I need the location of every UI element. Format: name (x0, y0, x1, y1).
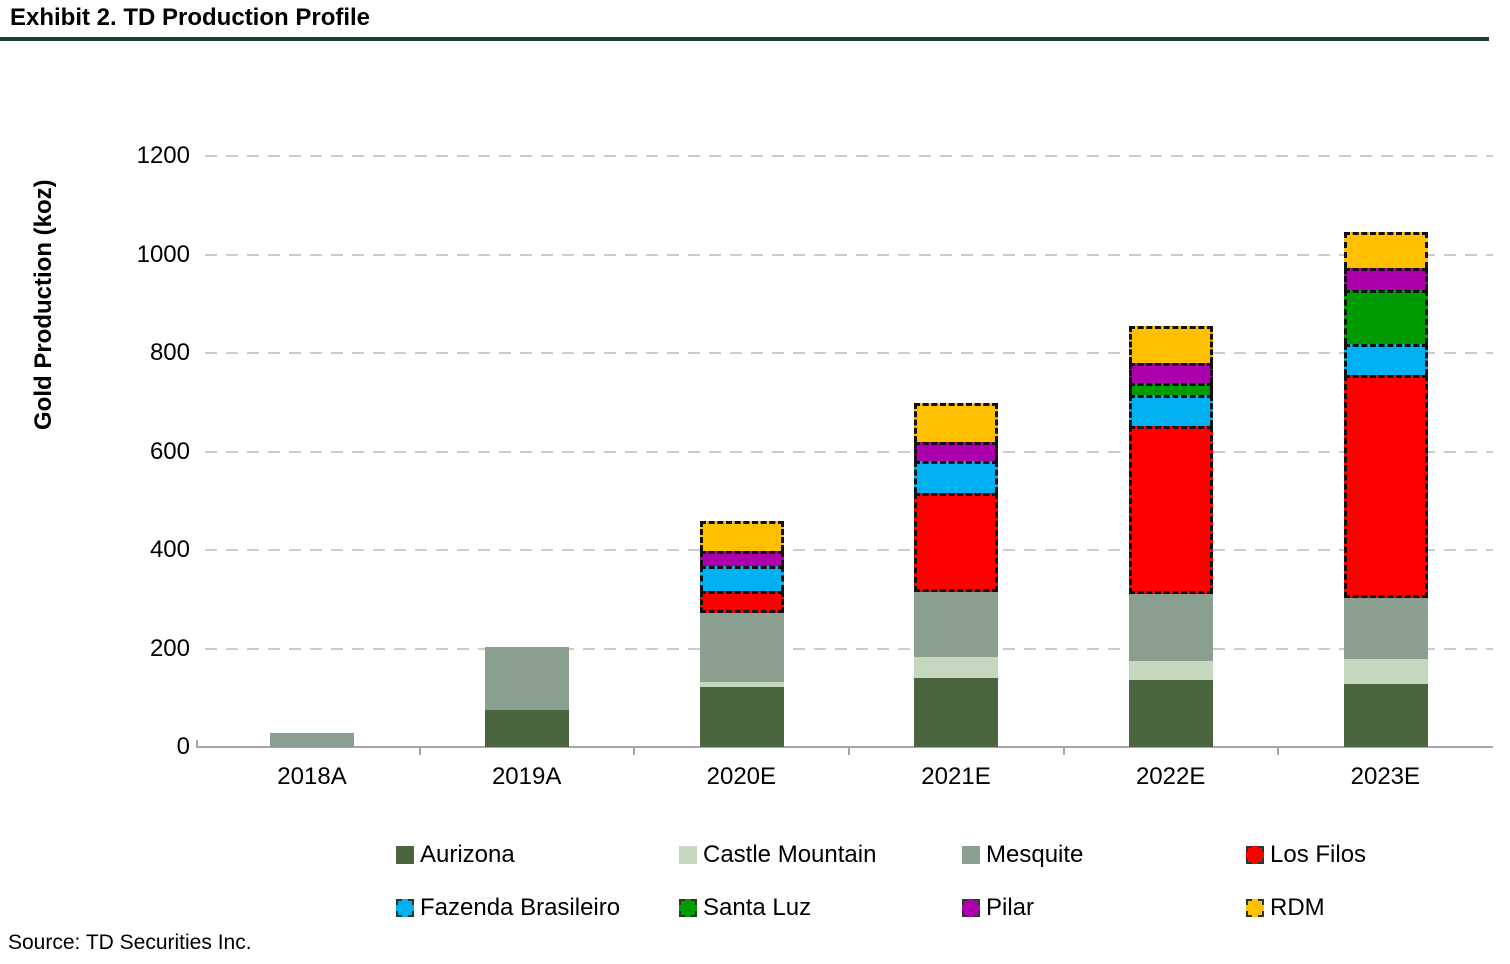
segment-2022E-santa-luz (1129, 382, 1213, 395)
legend-item-pilar: Pilar (962, 894, 1246, 922)
segment-2022E-los-filos (1129, 426, 1213, 594)
x-axis-tick (418, 747, 421, 755)
segment-2020E-fazenda-brasileiro (699, 565, 784, 592)
x-category-label-2019A: 2019A (491, 763, 562, 790)
x-category-label-2021E: 2021E (921, 763, 991, 790)
legend-swatch-aurizona (396, 846, 414, 864)
y-tick-label-600: 600 (149, 437, 190, 465)
legend-swatch-los-filos (1246, 846, 1264, 864)
legend-label-castle-mountain: Castle Mountain (703, 841, 877, 868)
legend-label-aurizona: Aurizona (420, 841, 515, 868)
gridline-200 (205, 647, 1493, 650)
legend-item-rdm: RDM (1246, 894, 1366, 922)
bar-2019A (485, 647, 569, 747)
x-axis-line (196, 746, 1493, 748)
y-tick-label-800: 800 (149, 339, 190, 366)
x-axis-tick (633, 747, 636, 755)
bar-2022E (1129, 325, 1213, 747)
segment-2021E-castle-mountain (914, 657, 999, 679)
legend-item-mesquite: Mesquite (962, 841, 1246, 869)
title-underline (0, 37, 1489, 41)
gridline-800 (205, 352, 1493, 354)
legend-item-aurizona: Aurizona (396, 841, 679, 869)
legend-swatch-castle-mountain (679, 846, 697, 864)
chart-plot-area: 0 200 400 600 800 1000 1200 2018A 2019A 2020E 2021… (137, 142, 1493, 790)
legend-label-rdm: RDM (1270, 894, 1325, 921)
bar-2023E (1343, 232, 1428, 747)
legend-label-santa-luz: Santa Luz (703, 894, 812, 921)
segment-2022E-mesquite (1129, 593, 1213, 661)
segment-2020E-mesquite (699, 613, 784, 682)
chart-legend: Aurizona Castle Mountain Mesquite Los Filos… (396, 841, 1366, 922)
x-category-label-2023E: 2023E (1350, 763, 1421, 790)
legend-swatch-pilar (962, 899, 980, 917)
gridline-600 (205, 450, 1493, 453)
legend-item-los-filos: Los Filos (1246, 841, 1366, 869)
legend-item-santa-luz: Santa Luz (679, 894, 962, 922)
segment-2021E-los-filos (914, 493, 999, 592)
x-category-label-2020E: 2020E (706, 763, 777, 790)
bar-2020E (699, 521, 784, 747)
segment-2020E-los-filos (699, 591, 784, 614)
x-axis-tick (1062, 747, 1065, 755)
segment-2021E-mesquite (914, 591, 999, 658)
segment-2023E-fazenda-brasileiro (1343, 344, 1428, 376)
legend-item-castle-mountain: Castle Mountain (679, 841, 962, 869)
segment-2022E-castle-mountain (1129, 660, 1213, 680)
x-category-label-2018A: 2018A (277, 763, 347, 790)
segment-2020E-rdm (699, 521, 784, 552)
legend-label-fazenda-brasileiro: Fazenda Brasileiro (420, 894, 621, 921)
y-axis-title: Gold Production (koz) (30, 179, 57, 430)
segment-2020E-castle-mountain (699, 682, 784, 687)
segment-2021E-rdm (914, 403, 999, 442)
segment-2023E-los-filos (1343, 375, 1428, 599)
segment-2023E-castle-mountain (1343, 659, 1428, 684)
segment-2020E-aurizona (699, 686, 784, 747)
y-tick-label-200: 200 (149, 634, 190, 662)
segment-2023E-santa-luz (1343, 290, 1428, 345)
legend-swatch-santa-luz (679, 899, 697, 917)
legend-swatch-rdm (1246, 899, 1264, 917)
segment-2022E-rdm (1129, 325, 1213, 363)
y-tick-label-1000: 1000 (136, 240, 190, 268)
segment-2021E-pilar (914, 441, 999, 462)
gridline-400 (205, 549, 1493, 551)
segment-2023E-mesquite (1343, 598, 1428, 660)
gridline-1200 (205, 155, 1493, 157)
segment-2021E-fazenda-brasileiro (914, 461, 999, 494)
y-tick-label-400: 400 (149, 536, 190, 563)
bar-2018A (270, 733, 355, 747)
legend-swatch-fazenda-brasileiro (396, 899, 414, 917)
segment-2022E-pilar (1129, 362, 1213, 383)
bar-2021E (914, 403, 999, 747)
segment-2022E-fazenda-brasileiro (1129, 394, 1213, 427)
legend-swatch-mesquite (962, 846, 980, 864)
gridline-1000 (205, 253, 1493, 256)
segment-2021E-aurizona (914, 678, 999, 747)
x-axis-start-tick (196, 740, 198, 747)
exhibit-title: Exhibit 2. TD Production Profile (10, 4, 371, 31)
legend-label-los-filos: Los Filos (1270, 841, 1367, 868)
segment-2023E-aurizona (1343, 683, 1428, 747)
source-note: Source: TD Securities Inc. (8, 931, 252, 954)
segment-2018A-mesquite (270, 733, 355, 747)
segment-2023E-rdm (1343, 232, 1428, 269)
legend-label-pilar: Pilar (986, 894, 1035, 921)
x-axis-tick (848, 747, 850, 755)
y-tick-label-1200: 1200 (136, 142, 190, 169)
legend-label-mesquite: Mesquite (986, 841, 1084, 868)
segment-2022E-aurizona (1129, 679, 1213, 747)
segment-2019A-aurizona (485, 710, 569, 747)
segment-2023E-pilar (1343, 268, 1428, 290)
y-tick-label-0: 0 (176, 733, 190, 760)
x-axis-tick (1277, 747, 1280, 755)
legend-item-fazenda-brasileiro: Fazenda Brasileiro (396, 894, 679, 922)
x-category-label-2022E: 2022E (1135, 763, 1206, 790)
segment-2020E-pilar (699, 551, 784, 566)
segment-2019A-mesquite (485, 647, 569, 711)
